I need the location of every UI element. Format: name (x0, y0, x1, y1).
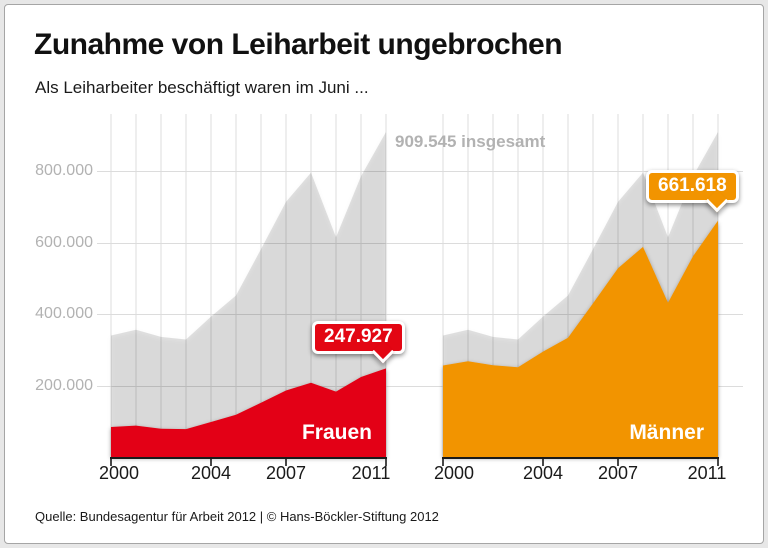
y-tick-label: 200.000 (35, 377, 93, 394)
page-subtitle: Als Leiharbeiter beschäftigt waren im Ju… (35, 78, 369, 97)
x-tick-label: 2011 (687, 463, 727, 483)
x-tick-label: 2007 (597, 463, 639, 483)
y-tick-label: 600.000 (35, 234, 93, 251)
source-note: Quelle: Bundesagentur für Arbeit 2012 | … (35, 509, 439, 524)
x-tick-label: 2004 (190, 463, 232, 483)
page-title: Zunahme von Leiharbeit ungebrochen (34, 28, 563, 61)
x-tick-label: 2011 (351, 463, 391, 483)
x-tick-label: 2000 (433, 463, 475, 483)
callout-frauen-value: 247.927 (324, 326, 393, 347)
x-tick-label: 2004 (522, 463, 564, 483)
series-label-frauen: Frauen (301, 421, 372, 444)
gridline-800.000 (97, 171, 743, 172)
gridline-600.000 (97, 243, 743, 244)
callout-maenner: 661.618 (646, 170, 739, 213)
x-tick-label: 2000 (98, 463, 140, 483)
callout-maenner-value: 661.618 (658, 175, 727, 196)
gridline-400.000 (97, 314, 743, 315)
area-chart-maenner (442, 114, 719, 466)
total-annotation: 909.545 insgesamt (395, 132, 546, 151)
gridline-200.000 (97, 386, 743, 387)
y-tick-label: 400.000 (35, 305, 93, 322)
series-label-maenner: Männer (629, 421, 704, 444)
callout-frauen: 247.927 (312, 321, 405, 364)
area-chart-frauen (110, 114, 387, 466)
x-tick-label: 2007 (265, 463, 307, 483)
y-tick-label: 800.000 (35, 162, 93, 179)
